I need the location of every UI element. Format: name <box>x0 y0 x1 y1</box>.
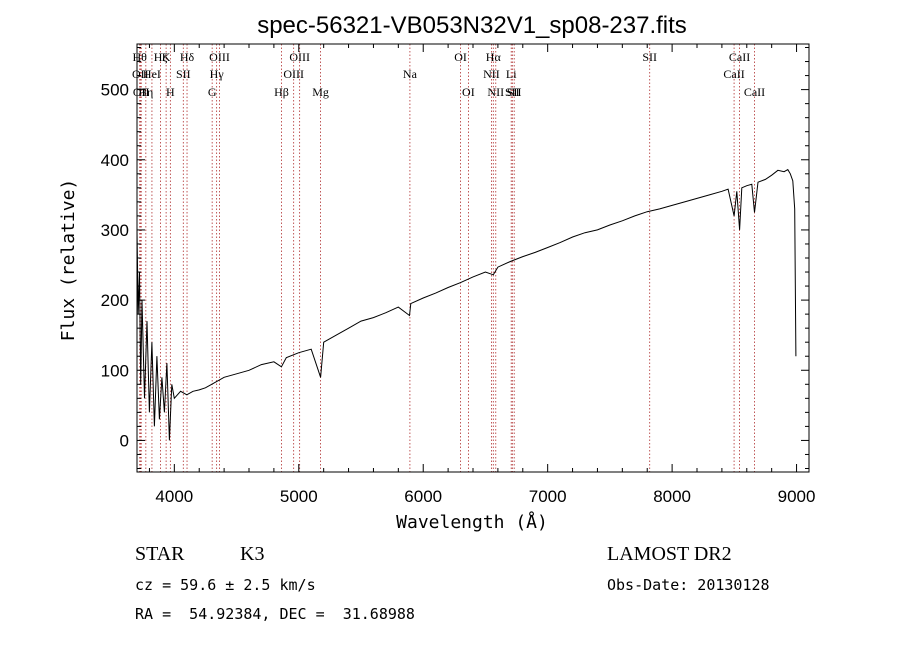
y-tick-label: 100 <box>101 361 129 380</box>
x-tick-label: 5000 <box>280 487 318 506</box>
line-label: SII <box>176 67 191 81</box>
survey-name: LAMOST DR2 <box>607 543 732 565</box>
object-class: STAR <box>135 543 185 565</box>
emission-line-labels: HθOIIOIIHηHeIHζKHSIIHδGHγOIIIHβOIIIOIIIM… <box>132 50 765 99</box>
x-axis-label: Wavelength (Å) <box>396 511 548 533</box>
line-label: H <box>166 85 175 99</box>
y-axis-label: Flux (relative) <box>58 179 79 342</box>
spectrum-line <box>136 168 797 441</box>
line-label: Li <box>506 67 517 81</box>
line-label: G <box>208 85 217 99</box>
line-label: OI <box>454 50 467 64</box>
line-label: SII <box>507 85 522 99</box>
line-label: NII <box>483 67 500 81</box>
x-tick-label: 7000 <box>529 487 567 506</box>
line-label: SII <box>642 50 657 64</box>
line-label: Hα <box>486 50 502 64</box>
y-tick-label: 500 <box>101 81 129 100</box>
x-tick-label: 6000 <box>404 487 442 506</box>
line-label: OIII <box>283 67 304 81</box>
line-label: OI <box>462 85 475 99</box>
plot-frame <box>136 43 810 473</box>
object-subclass: K3 <box>240 543 264 565</box>
x-tick-label: 8000 <box>653 487 691 506</box>
y-axis-ticks: 0 100 200 300 400 500 <box>101 47 809 469</box>
line-label: CaII <box>729 50 750 64</box>
line-label: Hη <box>138 85 153 99</box>
y-tick-label: 200 <box>101 291 129 310</box>
line-label: Hδ <box>180 50 195 64</box>
line-label: Hζ <box>154 50 168 64</box>
line-label: OIII <box>209 50 230 64</box>
coordinates: RA = 54.92384, DEC = 31.68988 <box>135 605 415 623</box>
redshift-info: cz = 59.6 ± 2.5 km/s <box>135 576 316 594</box>
line-label: Hβ <box>274 85 289 99</box>
line-label: Hθ <box>133 50 148 64</box>
line-label: Na <box>403 67 418 81</box>
line-label: Hγ <box>210 67 225 81</box>
line-label: OIII <box>289 50 310 64</box>
line-label: CaII <box>744 85 765 99</box>
y-tick-label: 300 <box>101 221 129 240</box>
y-tick-label: 400 <box>101 151 129 170</box>
x-tick-label: 4000 <box>155 487 193 506</box>
emission-line-markers <box>139 44 755 472</box>
line-label: CaII <box>723 67 744 81</box>
observation-date: Obs-Date: 20130128 <box>607 576 770 594</box>
line-label: Mg <box>312 85 329 99</box>
line-label: K <box>162 50 171 64</box>
line-label: HeI <box>143 67 161 81</box>
x-tick-label: 9000 <box>778 487 816 506</box>
line-label: OII <box>132 67 149 81</box>
x-axis-ticks: 4000 5000 6000 7000 8000 9000 <box>148 44 816 506</box>
y-tick-label: 0 <box>120 431 129 450</box>
line-label: SII <box>505 85 520 99</box>
line-label: NII <box>487 85 504 99</box>
chart-title: spec-56321-VB053N32V1_sp08-237.fits <box>257 12 687 39</box>
